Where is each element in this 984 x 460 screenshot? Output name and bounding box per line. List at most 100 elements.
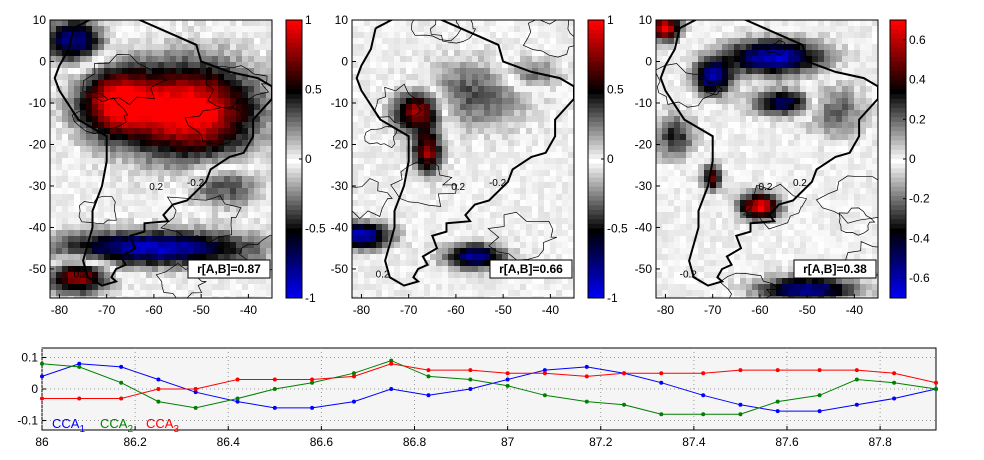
heatmap-cell: [200, 284, 207, 291]
heatmap-cell: [740, 104, 747, 111]
heatmap-cell: [710, 38, 717, 45]
heatmap-cell: [532, 284, 539, 291]
heatmap-cell: [194, 194, 201, 201]
heatmap-cell: [484, 278, 491, 285]
heatmap-cell: [182, 32, 189, 39]
heatmap-cell: [806, 176, 813, 183]
heatmap-cell: [722, 26, 729, 33]
heatmap-cell: [454, 170, 461, 177]
heatmap-cell: [212, 20, 219, 27]
heatmap-cell: [80, 146, 87, 153]
heatmap-cell: [860, 188, 867, 195]
contour-line: [487, 211, 558, 261]
heatmap-cell: [158, 296, 165, 298]
heatmap-cell: [668, 128, 675, 135]
heatmap-cell: [872, 92, 878, 99]
heatmap-cell: [514, 50, 521, 57]
heatmap-cell: [266, 128, 272, 135]
heatmap-cell: [110, 68, 117, 75]
heatmap-cell: [758, 56, 765, 63]
heatmap-cell: [860, 146, 867, 153]
heatmap-cell: [526, 74, 533, 81]
heatmap-cell: [248, 140, 255, 147]
heatmap-cell: [794, 122, 801, 129]
heatmap-cell: [188, 152, 195, 159]
heatmap-cell: [740, 110, 747, 117]
heatmap-cell: [436, 26, 443, 33]
heatmap-cell: [140, 44, 147, 51]
heatmap-cell: [848, 218, 855, 225]
heatmap-cell: [538, 152, 545, 159]
heatmap-cell: [550, 146, 557, 153]
heatmap-cell: [236, 218, 243, 225]
heatmap-cell: [800, 26, 807, 33]
heatmap-cell: [472, 170, 479, 177]
heatmap-cell: [460, 200, 467, 207]
heatmap-cell: [248, 296, 255, 298]
heatmap-cell: [872, 206, 878, 213]
heatmap-cell: [704, 206, 711, 213]
heatmap-cell: [544, 218, 551, 225]
heatmap-cell: [502, 242, 509, 249]
heatmap-cell: [110, 26, 117, 33]
heatmap-cell: [728, 62, 735, 69]
heatmap-cell: [758, 98, 765, 105]
heatmap-cell: [656, 158, 663, 165]
heatmap-cell: [460, 80, 467, 87]
heatmap-cell: [680, 50, 687, 57]
heatmap-cell: [538, 236, 545, 243]
heatmap-cell: [400, 134, 407, 141]
heatmap-cell: [376, 164, 383, 171]
heatmap-cell: [98, 158, 105, 165]
heatmap-cell: [526, 158, 533, 165]
heatmap-cell: [836, 80, 843, 87]
heatmap-cell: [86, 158, 93, 165]
heatmap-cell: [806, 134, 813, 141]
heatmap-cell: [218, 44, 225, 51]
heatmap-cell: [716, 44, 723, 51]
heatmap-cell: [824, 26, 831, 33]
heatmap-cell: [92, 122, 99, 129]
heatmap-cell: [448, 236, 455, 243]
heatmap-cell: [158, 224, 165, 231]
heatmap-cell: [230, 134, 237, 141]
heatmap-cell: [478, 230, 485, 237]
heatmap-cell: [260, 230, 267, 237]
heatmap-cell: [376, 230, 383, 237]
heatmap-cell: [412, 116, 419, 123]
heatmap-cell: [200, 224, 207, 231]
heatmap-cell: [806, 158, 813, 165]
heatmap-cell: [182, 164, 189, 171]
heatmap-cell: [254, 230, 261, 237]
heatmap-cell: [436, 92, 443, 99]
heatmap-cell: [454, 80, 461, 87]
heatmap-cell: [104, 224, 111, 231]
heatmap-cell: [758, 38, 765, 45]
heatmap-cell: [104, 254, 111, 261]
heatmap-cell: [92, 98, 99, 105]
heatmap-cell: [502, 128, 509, 135]
heatmap-cell: [140, 104, 147, 111]
heatmap-cell: [788, 104, 795, 111]
heatmap-cell: [704, 188, 711, 195]
heatmap-cell: [140, 170, 147, 177]
heatmap-cell: [442, 116, 449, 123]
heatmap-cell: [394, 158, 401, 165]
heatmap-cell: [770, 86, 777, 93]
heatmap-cell: [176, 74, 183, 81]
heatmap-cell: [230, 290, 237, 297]
heatmap-cell: [110, 188, 117, 195]
heatmap-cell: [412, 284, 419, 291]
heatmap-cell: [508, 296, 515, 298]
heatmap-cell: [146, 224, 153, 231]
heatmap-cell: [484, 218, 491, 225]
heatmap-cell: [170, 116, 177, 123]
heatmap-cell: [454, 62, 461, 69]
heatmap-cell: [532, 242, 539, 249]
heatmap-cell: [254, 104, 261, 111]
heatmap-cell: [698, 56, 705, 63]
heatmap-cell: [704, 176, 711, 183]
heatmap-cell: [848, 158, 855, 165]
y-tick-label: -50: [29, 262, 47, 276]
heatmap-cell: [490, 26, 497, 33]
